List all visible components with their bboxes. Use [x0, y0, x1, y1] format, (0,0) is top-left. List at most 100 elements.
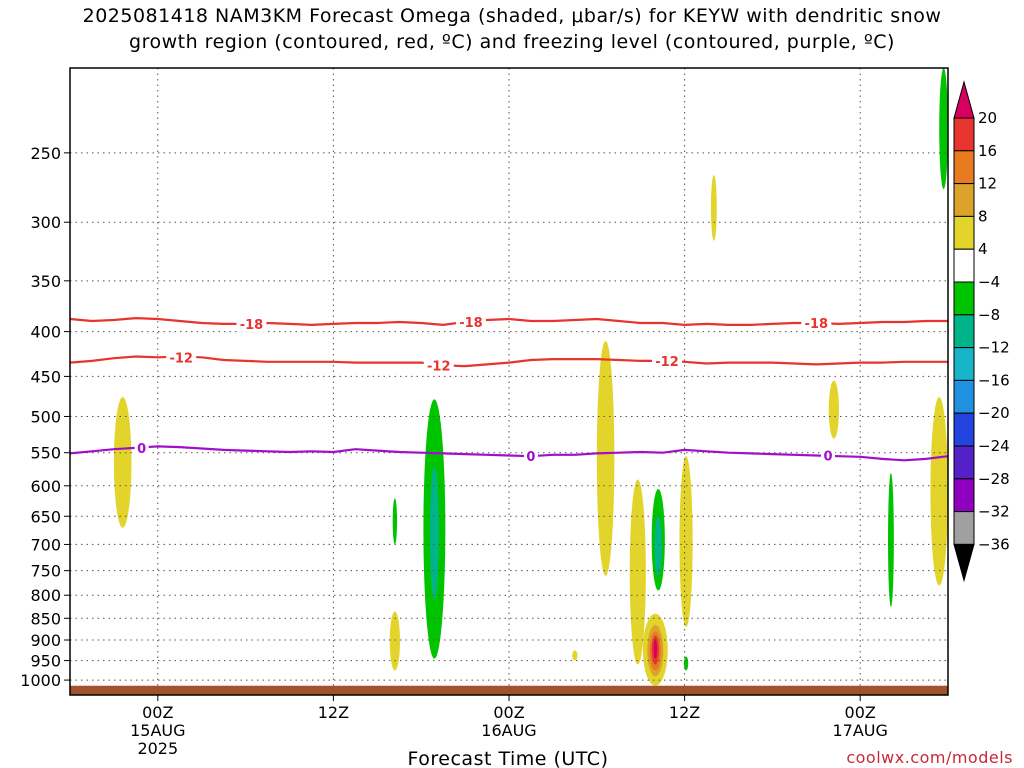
y-tick-label-350: 350 [30, 272, 61, 291]
x-tick-label-4-1: 00Z [845, 703, 876, 722]
y-tick-label-1000: 1000 [20, 671, 61, 690]
contour-label-bg-0-2 [801, 314, 832, 331]
colorbar-label-2: 12 [978, 175, 997, 193]
colorbar-bin-6 [953, 281, 975, 316]
colorbar-bin-3 [953, 183, 975, 217]
colorbar-top-arrow [953, 80, 975, 119]
colorbar-label-3: 8 [978, 207, 988, 225]
colorbar-label-9: −20 [978, 404, 1010, 422]
cell-teal-7 [654, 516, 662, 576]
colorbar-bin-9 [953, 379, 975, 414]
contour-lines: -18 -18 -18 -12 -12 -12 0 0 0 [70, 313, 948, 465]
cell-yellow-10 [828, 380, 839, 439]
colorbar-bin-11 [953, 445, 975, 480]
colorbar-label-12: −32 [978, 503, 1010, 521]
credit-text: coolwx.com/models [846, 748, 1013, 767]
contour-label-2-2: 0 [823, 449, 832, 464]
contour-label-2-1: 0 [526, 450, 535, 465]
colorbar-label-10: −24 [978, 437, 1010, 455]
contour-label-0-0: -18 [240, 318, 264, 333]
colorbar-label-5: −4 [978, 273, 1000, 291]
colorbar-label-4: 4 [978, 240, 988, 258]
y-tick-label-800: 800 [30, 586, 61, 605]
cell-green-8 [683, 656, 689, 671]
cell-green-11 [888, 472, 894, 607]
x-tick-label-3-1: 12Z [669, 703, 700, 722]
contour-label-bg-1-2 [652, 352, 683, 369]
y-tick-label-900: 900 [30, 631, 61, 650]
chart-title-line-1: 2025081418 NAM3KM Forecast Omega (shaded… [82, 5, 942, 27]
cell-green-13 [939, 68, 948, 190]
contour-label-1-1: -12 [427, 359, 451, 374]
omega-shading [113, 68, 948, 686]
colorbar-label-6: −8 [978, 306, 1000, 324]
cell-yellow-9 [710, 175, 717, 241]
y-tick-label-700: 700 [30, 535, 61, 554]
gridlines [70, 68, 948, 695]
y-tick-label-650: 650 [30, 507, 61, 526]
x-tick-label-0-3: 2025 [137, 739, 178, 758]
contour-label-bg-1-1 [423, 357, 454, 374]
colorbar-bin-5 [953, 248, 975, 283]
contour-label-bg-1-0 [166, 349, 197, 366]
y-tick-label-250: 250 [30, 144, 61, 163]
cell-yellow-3 [572, 650, 578, 661]
x-tick-label-0-2: 15AUG [130, 721, 185, 740]
contour-label-1-0: -12 [169, 351, 193, 366]
colorbar-label-11: −28 [978, 470, 1010, 488]
colorbar-bin-4 [953, 215, 975, 250]
cell-yellow-12 [930, 396, 948, 586]
cell-yellow-4 [596, 341, 615, 576]
colorbar-bin-8 [953, 347, 975, 381]
colorbar-bin-7 [953, 314, 975, 349]
y-axis-ticks: 250 300 350 400 450 500 550 600 650 700 750 800 850 9… [20, 144, 70, 690]
contour-label-0-2: -18 [805, 317, 829, 332]
contour-label-bg-2-1 [523, 448, 538, 465]
cell-yellow-5 [629, 479, 646, 665]
colorbar-bin-10 [953, 412, 975, 447]
y-tick-label-850: 850 [30, 609, 61, 628]
y-tick-label-500: 500 [30, 407, 61, 426]
y-tick-label-750: 750 [30, 562, 61, 581]
colorbar-label-8: −16 [978, 371, 1010, 389]
colorbar-label-0: 20 [978, 109, 997, 127]
colorbar-label-1: 16 [978, 142, 997, 160]
y-tick-label-550: 550 [30, 444, 61, 463]
contour-label-bg-0-1 [455, 313, 486, 330]
y-tick-label-300: 300 [30, 213, 61, 232]
y-tick-label-400: 400 [30, 323, 61, 342]
colorbar-bottom-arrow [953, 543, 975, 583]
chart-title-line-2: growth region (contoured, red, ºC) and f… [129, 31, 895, 53]
cell-teal-2 [429, 466, 439, 600]
cell-yellow-2 [389, 611, 400, 671]
x-axis-label: Forecast Time (UTC) [408, 748, 609, 768]
colorbar: 20 16 12 8 4 −4 −8 −12 −16 −20 −24 −28 −32 −36 [953, 80, 1010, 583]
x-tick-label-2-1: 00Z [493, 703, 524, 722]
x-tick-label-2-2: 16AUG [481, 721, 536, 740]
contour-label-bg-2-2 [821, 447, 836, 464]
y-tick-label-450: 450 [30, 367, 61, 386]
y-tick-label-950: 950 [30, 652, 61, 671]
colorbar-bin-12 [953, 478, 975, 513]
x-tick-label-0-1: 00Z [142, 703, 173, 722]
contour-label-2-0: 0 [137, 442, 146, 457]
x-tick-label-4-2: 17AUG [832, 721, 887, 740]
cell-magenta-6 [653, 639, 658, 659]
cell-yellow-1 [113, 396, 132, 528]
contour-label-1-2: -12 [655, 355, 679, 370]
colorbar-label-7: −12 [978, 339, 1010, 357]
contour-label-bg-0-0 [236, 315, 267, 332]
cell-green-1 [392, 498, 398, 545]
contour-label-0-1: -18 [459, 316, 483, 331]
y-tick-label-600: 600 [30, 477, 61, 496]
colorbar-bin-2 [953, 150, 975, 185]
colorbar-bin-1 [953, 117, 975, 152]
contour-label-bg-2-0 [134, 439, 149, 456]
colorbar-label-13: −36 [978, 535, 1010, 553]
x-tick-label-1-1: 12Z [318, 703, 349, 722]
contour-line-minus12 [70, 355, 948, 368]
cell-yellow-8 [679, 456, 693, 628]
colorbar-bin-13 [953, 511, 975, 545]
